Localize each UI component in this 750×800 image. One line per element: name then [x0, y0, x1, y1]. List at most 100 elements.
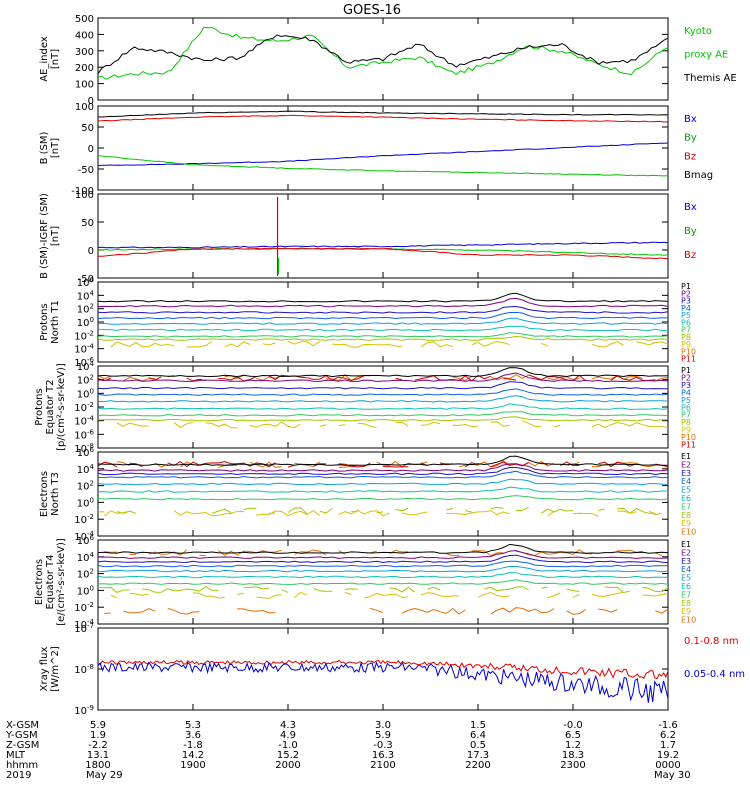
channel-trace	[243, 507, 257, 510]
footer-value: 2200	[465, 760, 490, 771]
legend-item: Bx	[684, 114, 697, 125]
channel-trace	[262, 342, 276, 346]
channel-trace	[104, 612, 111, 615]
channel-trace	[401, 607, 466, 615]
channel-trace	[103, 510, 130, 517]
footer-value: 13.1	[87, 750, 109, 761]
channel-trace	[287, 340, 320, 347]
ytick-label: 200	[75, 63, 94, 74]
channel-trace	[123, 376, 156, 382]
series-bx	[97, 241, 669, 249]
legend-p10: P10	[681, 347, 696, 356]
footer-value: 6.2	[660, 730, 676, 741]
channel-trace	[401, 511, 428, 516]
legend-e1: E1	[681, 540, 691, 549]
channel-trace	[446, 553, 460, 557]
footer-value: -1.6	[658, 720, 678, 731]
channel-trace	[541, 342, 548, 347]
series-bz	[97, 247, 669, 260]
footer-value: 14.2	[182, 750, 204, 761]
footer-value: 16.3	[372, 750, 394, 761]
legend-p10: P10	[681, 433, 696, 442]
legend-p11: P11	[681, 355, 696, 364]
legend-item: Kyoto	[684, 26, 712, 37]
panel-ylabel: Xray flux[W/m^2]	[39, 646, 61, 692]
channel-trace	[338, 462, 371, 468]
ytick-label: 106	[77, 446, 95, 459]
channel-trace	[199, 554, 206, 557]
channel-trace	[598, 608, 618, 613]
legend-p8: P8	[681, 418, 691, 427]
legend-e10: E10	[681, 528, 696, 537]
ylabel-line: [p/(cm²-s-sr-keV)]	[56, 363, 67, 451]
series-kyoto-proxy-ae	[97, 26, 669, 80]
channel-trace	[458, 460, 555, 468]
channel-trace	[414, 374, 491, 382]
channel-trace	[97, 572, 669, 579]
ytick-label: 50	[81, 218, 94, 229]
channel-trace	[97, 586, 130, 593]
legend-p5: P5	[681, 311, 691, 320]
legend-item: 0.1-0.8 nm	[684, 636, 739, 647]
channel-trace	[598, 461, 637, 468]
ytick-label: 102	[77, 568, 94, 581]
legend-e8: E8	[681, 511, 691, 520]
panel-frame	[97, 281, 669, 363]
channel-trace	[97, 332, 669, 338]
channel-trace	[490, 421, 510, 427]
series-bmag	[97, 110, 669, 118]
footer-value: 1.2	[565, 740, 581, 751]
ylabel-line: Electrons	[39, 471, 50, 517]
xray-trace	[97, 660, 669, 703]
ylabel-line: [e/(cm²-s-sr-keV)]	[56, 538, 67, 626]
panel-frame	[97, 193, 669, 279]
legend-p9: P9	[681, 340, 691, 349]
channel-trace	[522, 420, 542, 428]
legend-e4: E4	[681, 565, 691, 574]
ylabel-line: [W/m^2]	[50, 646, 61, 692]
legend-e4: E4	[681, 477, 691, 486]
channel-trace	[503, 378, 517, 381]
ylabel-line: AE_index	[39, 36, 50, 82]
ytick-label: 100	[75, 102, 94, 113]
channel-trace	[116, 422, 149, 427]
channel-trace	[572, 512, 599, 517]
channel-trace	[389, 549, 409, 555]
channel-trace	[566, 588, 580, 593]
channel-trace	[211, 508, 232, 514]
channel-trace	[110, 594, 118, 599]
plot-title: GOES-16	[343, 3, 401, 18]
footer-value: -0.3	[373, 740, 393, 751]
panel-ae: 0 100 200 300 400 500 AE_index[nT] Kyoto proxy A…	[39, 14, 737, 107]
channel-trace	[224, 374, 244, 380]
legend-e5: E5	[681, 574, 691, 583]
channel-trace	[617, 510, 637, 514]
channel-trace	[123, 608, 156, 614]
channel-trace	[142, 586, 219, 593]
ytick-label: 10-2	[74, 401, 94, 414]
legend-p1: P1	[681, 282, 691, 291]
footer-value: -2.2	[88, 740, 108, 751]
ylabel-line: Xray flux	[39, 647, 50, 692]
legend-item: Bx	[684, 202, 697, 213]
channel-trace	[395, 507, 409, 512]
channel-trace	[490, 506, 504, 509]
legend-e2: E2	[681, 460, 691, 469]
channel-trace	[97, 463, 669, 472]
channel-trace	[148, 376, 162, 381]
channel-trace	[97, 467, 669, 476]
ytick-label: 100	[77, 316, 94, 329]
channel-trace	[97, 375, 111, 380]
ytick-label: 300	[75, 47, 94, 58]
channel-trace	[97, 311, 669, 320]
channel-trace	[344, 592, 352, 595]
channel-trace	[224, 341, 251, 348]
ytick-label: 102	[77, 374, 94, 387]
legend-p2: P2	[681, 289, 691, 298]
ytick-label: 10-7	[74, 622, 94, 635]
ytick-label: 10-9	[74, 704, 94, 717]
ytick-label: 102	[77, 480, 94, 493]
channel-trace	[97, 317, 669, 325]
channel-trace	[370, 607, 384, 614]
